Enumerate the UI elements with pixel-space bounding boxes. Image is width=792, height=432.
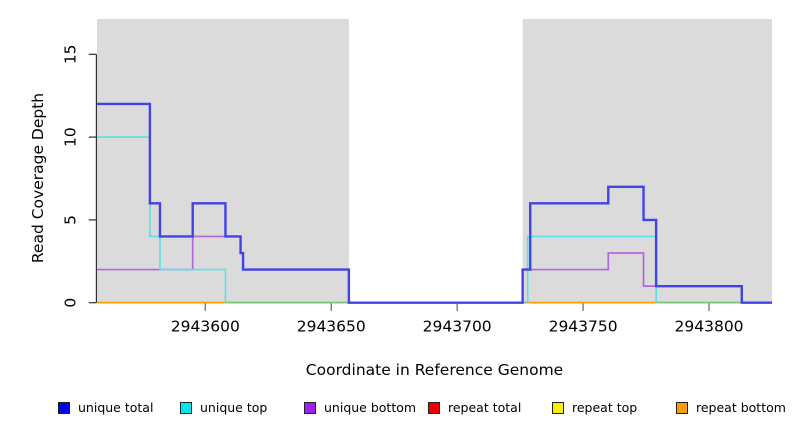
series-line-unique-total [97, 102, 772, 304]
y-tick-label: 15 [62, 44, 80, 64]
y-tick-label: 0 [62, 298, 80, 308]
y-tick-label: 5 [62, 215, 80, 225]
background-band [97, 19, 349, 304]
x-tick-label: 2943600 [171, 318, 240, 336]
y-tick-label: 10 [62, 127, 80, 147]
x-tick-label: 2943750 [549, 318, 618, 336]
y-axis-title: Read Coverage Depth [29, 92, 47, 264]
x-tick-label: 2943800 [675, 318, 744, 336]
x-axis-title: Coordinate in Reference Genome [305, 361, 564, 379]
x-tick-label: 2943700 [423, 318, 492, 336]
background-band [522, 19, 772, 304]
x-tick-label: 2943650 [297, 318, 366, 336]
